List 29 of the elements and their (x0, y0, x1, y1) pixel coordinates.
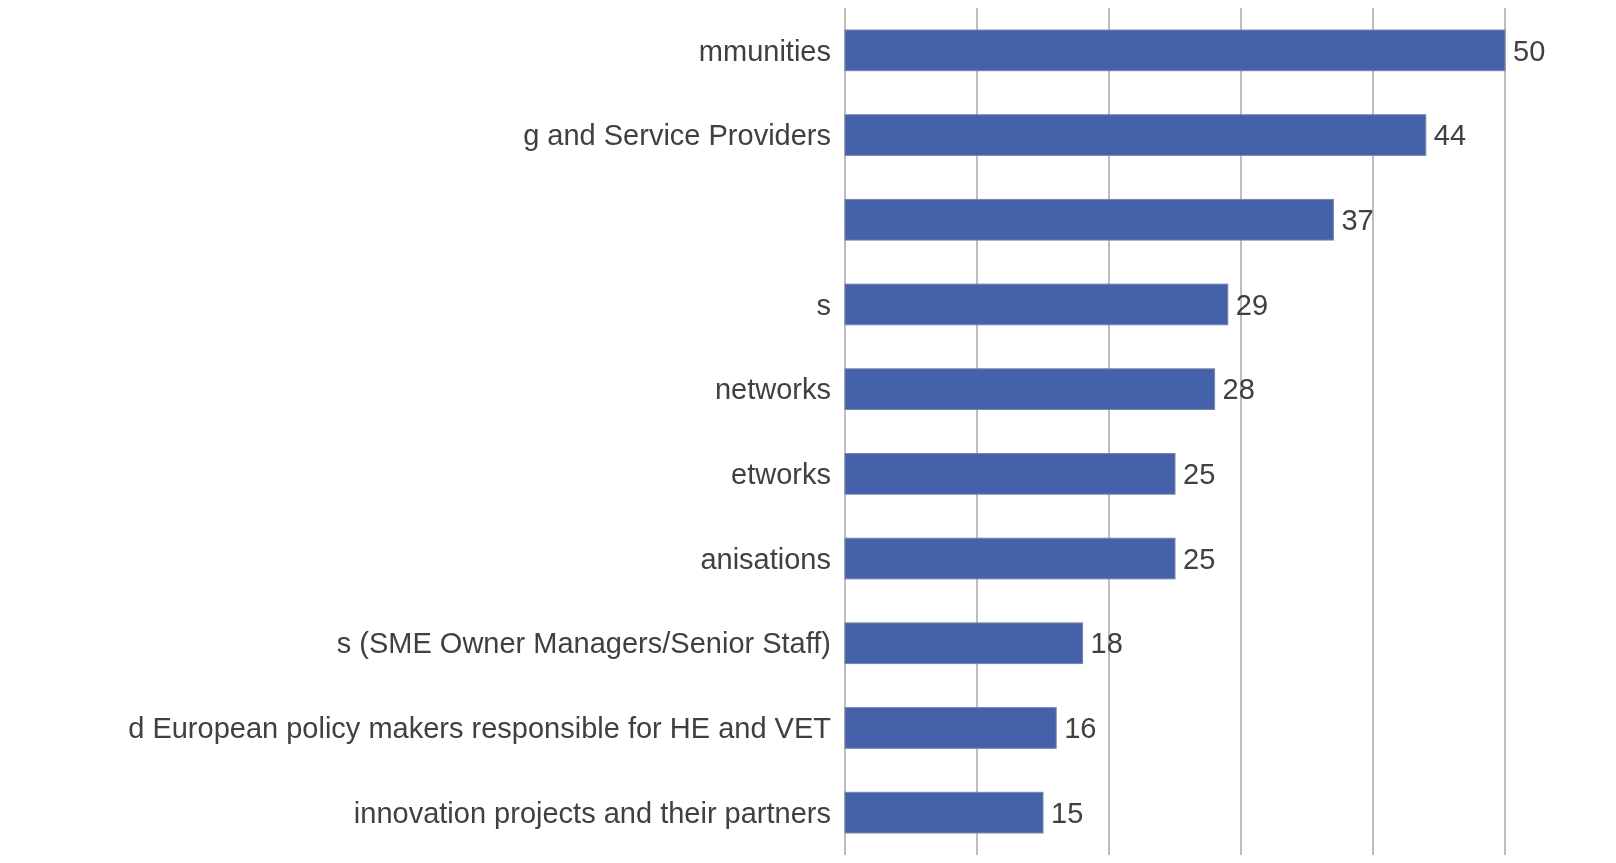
data-label: 37 (1341, 203, 1374, 236)
y-tick-label: s (816, 288, 831, 321)
y-tick-label: innovation projects and their partners (353, 796, 831, 829)
data-label: 29 (1235, 288, 1269, 321)
y-tick-label: g and Service Providers (523, 119, 831, 152)
data-label: 25 (1183, 458, 1216, 490)
y-tick-label: networks (714, 373, 831, 406)
bar (844, 791, 1044, 834)
data-label: 15 (1051, 796, 1084, 829)
bar (844, 537, 1176, 580)
data-label: 28 (1222, 373, 1255, 406)
bar (844, 198, 1334, 241)
bar (844, 453, 1176, 495)
y-tick-label: d European policy makers responsible for HE and VET (128, 712, 832, 745)
bar (844, 368, 1216, 410)
data-label: 44 (1433, 119, 1467, 152)
data-label: 18 (1090, 627, 1123, 660)
data-label: 16 (1064, 712, 1097, 745)
bar (844, 29, 1506, 72)
y-tick-label: etworks (731, 458, 831, 490)
data-label: 50 (1513, 34, 1546, 67)
bar (844, 114, 1427, 156)
bar (844, 622, 1084, 665)
y-tick-label: mmunities (698, 34, 831, 67)
bar (844, 283, 1229, 326)
y-tick-label: anisations (700, 542, 831, 575)
y-tick-label: s (SME Owner Managers/Senior Staff) (336, 627, 831, 660)
bar (844, 707, 1057, 749)
data-label: 25 (1183, 542, 1216, 575)
